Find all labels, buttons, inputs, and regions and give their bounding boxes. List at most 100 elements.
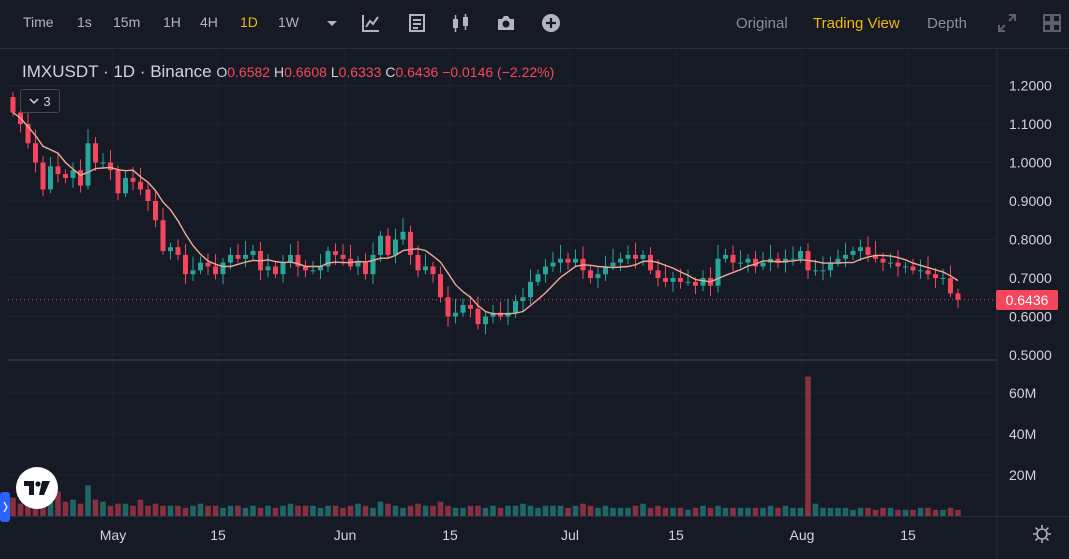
scroll-handle[interactable] xyxy=(0,492,10,522)
volume-bar xyxy=(617,507,624,516)
volume-bar xyxy=(347,505,354,516)
candle-body xyxy=(790,258,796,260)
volume-bar xyxy=(767,505,774,516)
view-trading-view[interactable]: Trading View xyxy=(813,15,900,32)
candle-body xyxy=(70,170,76,178)
candle-body xyxy=(528,281,533,298)
volume-bar xyxy=(467,505,474,516)
candle-body xyxy=(955,293,961,300)
candle-body xyxy=(678,278,683,282)
candle-body xyxy=(438,274,443,298)
candle-body xyxy=(235,254,241,259)
volume-bar xyxy=(175,505,181,516)
volume-bar xyxy=(340,507,346,516)
volume-bar xyxy=(557,505,564,516)
volume-bar xyxy=(190,505,196,516)
volume-bar xyxy=(887,507,894,516)
legend-low: 0.6333 xyxy=(338,64,382,80)
volume-bar xyxy=(527,505,534,516)
volume-bar xyxy=(760,507,766,516)
candle-body xyxy=(378,235,383,255)
volume-bar xyxy=(932,509,939,516)
candle-body xyxy=(715,258,721,286)
candle-body xyxy=(543,266,548,275)
volume-bar xyxy=(445,505,451,516)
candle-body xyxy=(228,254,233,263)
volume-bar xyxy=(865,507,871,516)
price-tick-label: 0.7000 xyxy=(1009,270,1052,286)
candle-body xyxy=(865,247,871,255)
fullscreen-icon[interactable] xyxy=(996,12,1018,34)
last-price-tag: 0.6436 xyxy=(996,290,1058,310)
chart-grid xyxy=(8,49,996,516)
candle-body xyxy=(745,258,751,263)
view-original[interactable]: Original xyxy=(736,15,788,32)
candle-body xyxy=(55,166,61,175)
chart-type-icon[interactable] xyxy=(406,12,428,34)
settings-icon[interactable] xyxy=(1031,523,1053,545)
add-icon[interactable] xyxy=(540,12,562,34)
volume-bar xyxy=(490,505,496,516)
candle-body xyxy=(625,254,631,259)
volume-bar xyxy=(227,505,234,516)
volume-bar xyxy=(257,507,264,516)
candle-body xyxy=(738,262,743,264)
interval-time[interactable]: Time xyxy=(23,14,54,30)
indicators-icon[interactable] xyxy=(360,12,382,34)
candle-body xyxy=(670,278,676,282)
volume-bar xyxy=(107,505,114,516)
interval-1d[interactable]: 1D xyxy=(240,14,258,30)
candle-body xyxy=(910,266,916,271)
candle-body xyxy=(273,266,278,275)
volume-bar xyxy=(250,505,256,516)
price-tick-label: 1.2000 xyxy=(1009,78,1052,94)
candle-body xyxy=(123,177,128,194)
ohlc-legend: IMXUSDT · 1D · Binance O0.6582 H0.6608 L… xyxy=(22,62,554,82)
volume-bar xyxy=(280,505,286,516)
candle-body xyxy=(648,254,653,271)
candles-icon[interactable] xyxy=(450,12,472,34)
candle-body xyxy=(393,239,398,255)
volume-bar xyxy=(437,501,444,516)
interval-1h[interactable]: 1H xyxy=(163,14,181,30)
candle-body xyxy=(145,189,151,201)
volume-axis: 60M 40M 20M xyxy=(1009,385,1036,483)
candle-body xyxy=(333,251,338,255)
interval-15m[interactable]: 15m xyxy=(113,14,141,30)
volume-bar xyxy=(550,505,556,516)
tradingview-logo[interactable] xyxy=(16,467,58,509)
layout-grid-icon[interactable] xyxy=(1041,12,1063,34)
volume-bar xyxy=(475,505,481,516)
volume-bar xyxy=(910,509,916,516)
camera-icon[interactable] xyxy=(495,12,517,34)
volume-bar xyxy=(47,501,54,516)
indicators-toggle[interactable]: 3 xyxy=(20,89,60,113)
candle-body xyxy=(153,201,158,221)
chevron-down-icon[interactable] xyxy=(321,12,343,34)
date-tick-label: May xyxy=(100,527,126,543)
price-tick-label: 0.9000 xyxy=(1009,193,1052,209)
volume-bar xyxy=(940,509,946,516)
volume-bar xyxy=(925,507,931,516)
volume-bar xyxy=(55,491,61,516)
candle-body xyxy=(205,262,211,267)
interval-1w[interactable]: 1W xyxy=(278,14,299,30)
view-depth[interactable]: Depth xyxy=(927,15,968,32)
volume-bar xyxy=(197,503,204,516)
legend-high: 0.6608 xyxy=(284,64,327,80)
volume-bar xyxy=(625,507,631,516)
volume-bar xyxy=(62,501,69,516)
candle-body xyxy=(550,262,556,267)
candlestick-chart[interactable]: 1.2000 1.1000 1.0000 0.9000 0.8000 0.7000 0.60… xyxy=(0,49,1069,559)
volume-bar xyxy=(775,507,781,516)
interval-1s[interactable]: 1s xyxy=(77,14,92,30)
volume-bar xyxy=(385,503,391,516)
volume-bar xyxy=(25,499,31,516)
volume-bar xyxy=(130,505,136,516)
volume-bar xyxy=(415,503,421,516)
volume-bar xyxy=(827,507,834,516)
interval-4h[interactable]: 4H xyxy=(200,14,218,30)
legend-low-key: L xyxy=(330,64,339,80)
volume-bar xyxy=(610,507,616,516)
volume-bar xyxy=(137,499,144,516)
